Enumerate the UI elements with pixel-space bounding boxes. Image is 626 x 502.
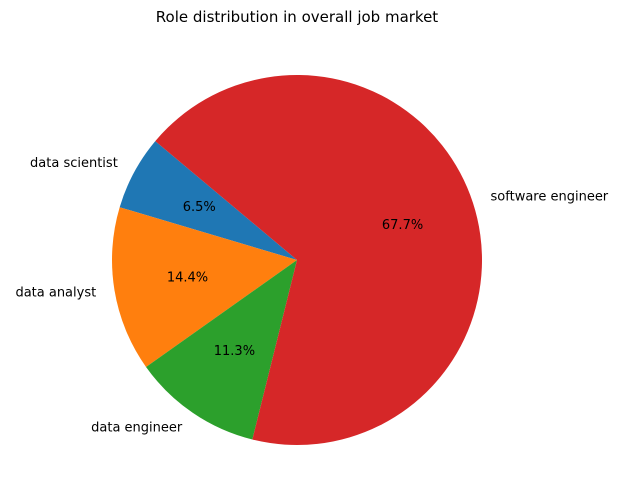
- pie-slice-software-engineer: [155, 75, 482, 445]
- pie-slice-data-analyst: [111, 207, 297, 367]
- pie-slice-data-engineer: [146, 260, 297, 440]
- slice-percent-label: 67.7%: [382, 218, 423, 233]
- slice-label: data analyst: [15, 286, 96, 301]
- slice-percent-label: 6.5%: [183, 200, 216, 215]
- pie-slice-data-scientist: [119, 141, 298, 260]
- slice-label: data engineer: [91, 421, 183, 436]
- slice-percent-label: 11.3%: [214, 344, 255, 359]
- slice-label: data scientist: [30, 156, 118, 171]
- slice-label: software engineer: [491, 190, 609, 205]
- chart-title: Role distribution in overall job market: [156, 8, 439, 26]
- slice-percent-label: 14.4%: [167, 271, 208, 286]
